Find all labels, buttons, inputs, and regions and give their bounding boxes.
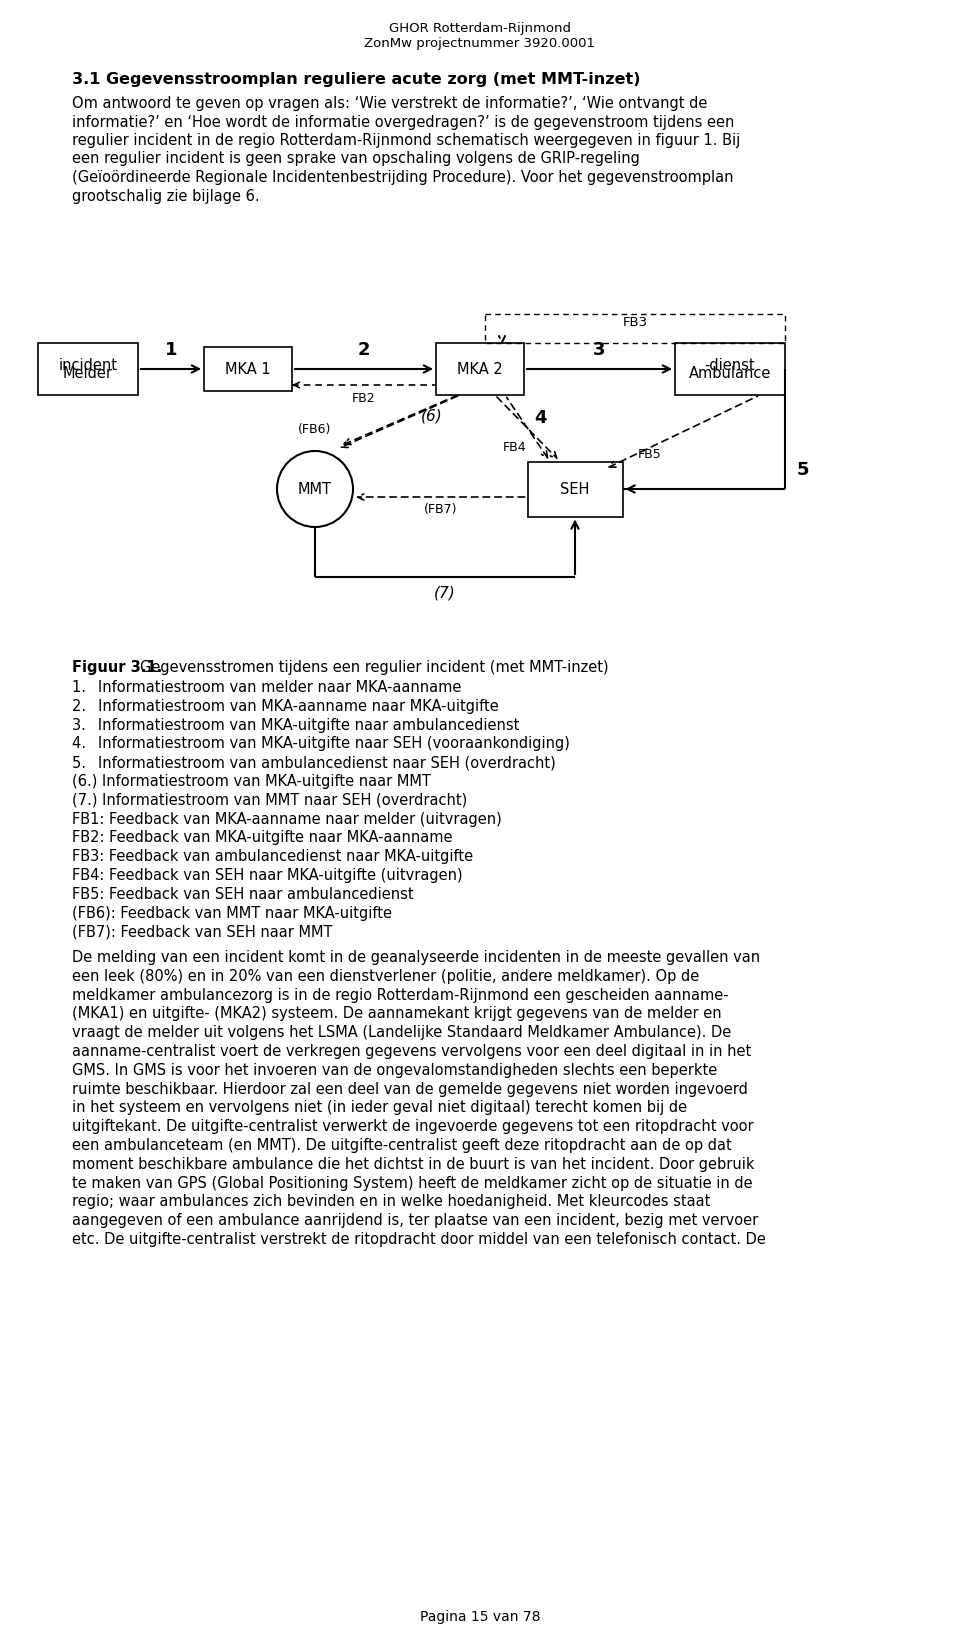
Text: Melder: Melder	[63, 367, 113, 381]
Text: 5.  Informatiestroom van ambulancedienst naar SEH (overdracht): 5. Informatiestroom van ambulancedienst …	[72, 755, 556, 769]
Text: (FB7): Feedback van SEH naar MMT: (FB7): Feedback van SEH naar MMT	[72, 924, 332, 939]
Text: FB1: Feedback van MKA-aanname naar melder (uitvragen): FB1: Feedback van MKA-aanname naar melde…	[72, 812, 502, 826]
Text: SEH: SEH	[561, 482, 589, 497]
Text: aangegeven of een ambulance aanrijdend is, ter plaatse van een incident, bezig m: aangegeven of een ambulance aanrijdend i…	[72, 1213, 758, 1227]
FancyBboxPatch shape	[675, 344, 785, 396]
Text: Om antwoord te geven op vragen als: ‘Wie verstrekt de informatie?’, ‘Wie ontvang: Om antwoord te geven op vragen als: ‘Wie…	[72, 96, 708, 111]
Text: (FB6): Feedback van MMT naar MKA-uitgifte: (FB6): Feedback van MMT naar MKA-uitgift…	[72, 905, 392, 919]
Text: 2.  Informatiestroom van MKA-aanname naar MKA-uitgifte: 2. Informatiestroom van MKA-aanname naar…	[72, 698, 499, 714]
Text: FB3: FB3	[622, 315, 648, 328]
Text: (6): (6)	[421, 408, 443, 424]
Text: De melding van een incident komt in de geanalyseerde incidenten in de meeste gev: De melding van een incident komt in de g…	[72, 949, 760, 965]
Text: 4: 4	[534, 409, 546, 427]
Text: (7): (7)	[434, 585, 456, 600]
Text: -dienst: -dienst	[705, 359, 756, 373]
Text: vraagt de melder uit volgens het LSMA (Landelijke Standaard Meldkamer Ambulance): vraagt de melder uit volgens het LSMA (L…	[72, 1025, 732, 1040]
Text: te maken van GPS (Global Positioning System) heeft de meldkamer zicht op de situ: te maken van GPS (Global Positioning Sys…	[72, 1175, 753, 1190]
Circle shape	[277, 452, 353, 528]
Text: incident: incident	[59, 359, 117, 373]
Text: (FB6): (FB6)	[299, 422, 332, 435]
Text: een ambulanceteam (en MMT). De uitgifte-centralist geeft deze ritopdracht aan de: een ambulanceteam (en MMT). De uitgifte-…	[72, 1138, 732, 1152]
Text: Ambulance: Ambulance	[689, 367, 771, 381]
Text: 1.  Informatiestroom van melder naar MKA-aanname: 1. Informatiestroom van melder naar MKA-…	[72, 680, 462, 694]
Text: (MKA1) en uitgifte- (MKA2) systeem. De aannamekant krijgt gegevens van de melder: (MKA1) en uitgifte- (MKA2) systeem. De a…	[72, 1006, 722, 1020]
Text: 3.  Informatiestroom van MKA-uitgifte naar ambulancedienst: 3. Informatiestroom van MKA-uitgifte naa…	[72, 717, 519, 732]
Text: MKA 1: MKA 1	[226, 362, 271, 377]
Text: (FB7): (FB7)	[423, 504, 457, 517]
Text: etc. De uitgifte-centralist verstrekt de ritopdracht door middel van een telefon: etc. De uitgifte-centralist verstrekt de…	[72, 1231, 766, 1247]
Text: FB4: Feedback van SEH naar MKA-uitgifte (uitvragen): FB4: Feedback van SEH naar MKA-uitgifte …	[72, 867, 463, 882]
Text: FB2: FB2	[352, 391, 375, 404]
Text: in het systeem en vervolgens niet (in ieder geval niet digitaal) terecht komen b: in het systeem en vervolgens niet (in ie…	[72, 1100, 687, 1115]
Text: aanname-centralist voert de verkregen gegevens vervolgens voor een deel digitaal: aanname-centralist voert de verkregen ge…	[72, 1043, 752, 1058]
Text: MMT: MMT	[298, 482, 332, 497]
Text: regulier incident in de regio Rotterdam-Rijnmond schematisch weergegeven in figu: regulier incident in de regio Rotterdam-…	[72, 134, 740, 148]
FancyBboxPatch shape	[527, 463, 622, 517]
Text: moment beschikbare ambulance die het dichtst in de buurt is van het incident. Do: moment beschikbare ambulance die het dic…	[72, 1156, 755, 1170]
Text: 2: 2	[358, 341, 371, 359]
Text: (Geïoördineerde Regionale Incidentenbestrijding Procedure). Voor het gegevenstro: (Geïoördineerde Regionale Incidentenbest…	[72, 170, 733, 184]
Text: GHOR Rotterdam-Rijnmond: GHOR Rotterdam-Rijnmond	[389, 21, 571, 34]
Text: Gegevensstromen tijdens een regulier incident (met MMT-inzet): Gegevensstromen tijdens een regulier inc…	[140, 660, 609, 675]
FancyBboxPatch shape	[204, 347, 292, 391]
Text: 5: 5	[797, 461, 809, 479]
Text: 3: 3	[593, 341, 606, 359]
Text: regio; waar ambulances zich bevinden en in welke hoedanigheid. Met kleurcodes st: regio; waar ambulances zich bevinden en …	[72, 1193, 710, 1209]
Text: een regulier incident is geen sprake van opschaling volgens de GRIP-regeling: een regulier incident is geen sprake van…	[72, 152, 640, 166]
Text: FB5: Feedback van SEH naar ambulancedienst: FB5: Feedback van SEH naar ambulancedien…	[72, 887, 414, 901]
Text: Figuur 3.1.: Figuur 3.1.	[72, 660, 162, 675]
Text: FB2: Feedback van MKA-uitgifte naar MKA-aanname: FB2: Feedback van MKA-uitgifte naar MKA-…	[72, 830, 452, 844]
Text: uitgiftekant. De uitgifte-centralist verwerkt de ingevoerde gegevens tot een rit: uitgiftekant. De uitgifte-centralist ver…	[72, 1118, 754, 1133]
Text: GMS. In GMS is voor het invoeren van de ongevalomstandigheden slechts een beperk: GMS. In GMS is voor het invoeren van de …	[72, 1063, 717, 1077]
Text: 3.1 Gegevensstroomplan reguliere acute zorg (met MMT-inzet): 3.1 Gegevensstroomplan reguliere acute z…	[72, 72, 640, 86]
Text: FB4: FB4	[503, 440, 527, 453]
Text: meldkamer ambulancezorg is in de regio Rotterdam-Rijnmond een gescheiden aanname: meldkamer ambulancezorg is in de regio R…	[72, 988, 729, 1002]
Text: 4.  Informatiestroom van MKA-uitgifte naar SEH (vooraankondiging): 4. Informatiestroom van MKA-uitgifte naa…	[72, 737, 570, 751]
Text: een leek (80%) en in 20% van een dienstverlener (politie, andere meldkamer). Op : een leek (80%) en in 20% van een dienstv…	[72, 968, 699, 983]
Text: (6.) Informatiestroom van MKA-uitgifte naar MMT: (6.) Informatiestroom van MKA-uitgifte n…	[72, 774, 431, 789]
Text: FB5: FB5	[638, 448, 661, 461]
Text: MKA 2: MKA 2	[457, 362, 503, 377]
Text: Pagina 15 van 78: Pagina 15 van 78	[420, 1609, 540, 1623]
Text: ZonMw projectnummer 3920.0001: ZonMw projectnummer 3920.0001	[365, 37, 595, 51]
Text: (7.) Informatiestroom van MMT naar SEH (overdracht): (7.) Informatiestroom van MMT naar SEH (…	[72, 792, 468, 807]
Text: ruimte beschikbaar. Hierdoor zal een deel van de gemelde gegevens niet worden in: ruimte beschikbaar. Hierdoor zal een dee…	[72, 1081, 748, 1095]
Text: informatie?’ en ‘Hoe wordt de informatie overgedragen?’ is de gegevenstroom tijd: informatie?’ en ‘Hoe wordt de informatie…	[72, 114, 734, 129]
FancyBboxPatch shape	[38, 344, 138, 396]
FancyBboxPatch shape	[436, 344, 524, 396]
Text: FB3: Feedback van ambulancedienst naar MKA-uitgifte: FB3: Feedback van ambulancedienst naar M…	[72, 849, 473, 864]
Text: 1: 1	[165, 341, 178, 359]
Text: grootschalig zie bijlage 6.: grootschalig zie bijlage 6.	[72, 189, 259, 204]
